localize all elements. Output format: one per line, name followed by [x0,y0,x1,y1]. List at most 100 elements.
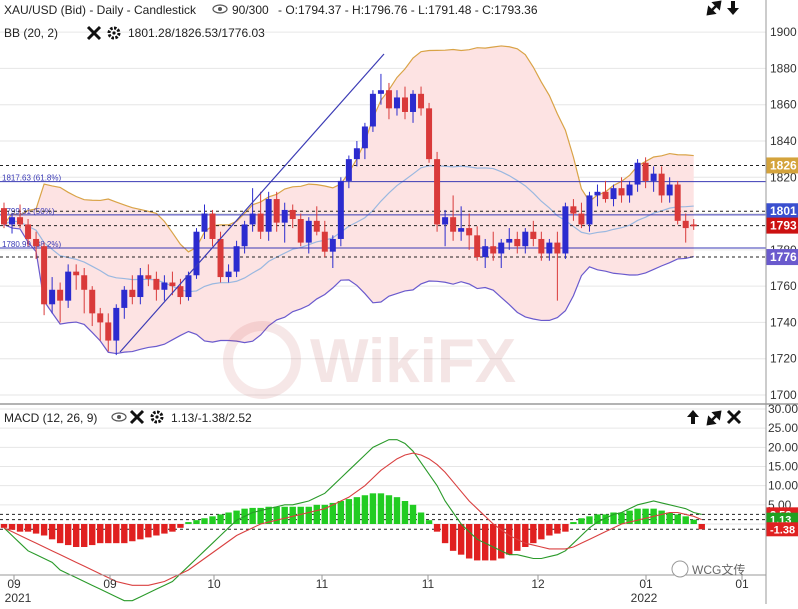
macd-histogram-bar [129,524,136,542]
macd-gear-icon[interactable] [150,410,164,424]
candle-body [530,231,537,239]
macd-tick-label: 30.00 [768,402,798,416]
macd-panel-close-icon[interactable] [726,409,742,425]
macd-label: MACD (12, 26, 9) [4,411,97,425]
candle-body [626,184,633,196]
macd-histogram-bar [249,507,256,524]
price-tag-box [766,217,798,234]
x-tick-label: 01 [639,577,653,591]
candle-body [153,278,160,290]
price-header: XAU/USD (Bid) - Daily - Candlestick 90/3… [4,0,739,41]
close-icon[interactable] [86,25,102,41]
macd-eye-icon[interactable] [111,412,127,422]
macd-histogram-bar [498,524,505,559]
candle-body [522,231,529,247]
candle-body [249,213,256,225]
candle-body [97,313,104,323]
candle-body [426,108,433,160]
candle-body [65,271,72,301]
candle-body [377,90,384,94]
eye-icon[interactable] [212,4,228,14]
macd-histogram-bar [522,524,529,547]
candle-body [193,231,200,276]
macd-histogram-bar [40,524,48,536]
macd-histogram-bar [16,524,24,532]
x-tick-label: 09 [103,577,117,591]
candle-body [25,224,32,239]
macd-histogram-bar [457,524,465,555]
candle-body [345,159,352,181]
macd-histogram-bar [32,524,40,534]
symbol-title: XAU/USD (Bid) - Daily - Candlestick [4,3,197,17]
macd-histogram-bar [602,514,609,524]
macd-histogram-bar [161,524,168,534]
macd-histogram-bar [490,524,497,561]
candle-body [418,93,425,109]
signal-line [3,452,702,586]
ohlc-values: - O:1794.37 - H:1796.76 - L:1791.48 - C:… [278,3,538,17]
macd-histogram-bar [273,506,280,524]
macd-histogram-bar [674,514,681,524]
price-panel[interactable]: 1817.63 (61.8%) 1799.31 (50%) 1780.99 (38.… [0,0,766,404]
candle-body [177,286,184,298]
x-year-label: 2022 [631,591,658,604]
price-tag-label: 1826 [770,158,797,172]
macd-arrow-up-icon[interactable] [687,410,699,424]
candle-body [458,228,465,232]
arrow-down-icon[interactable] [727,1,739,15]
price-tick-label: 1900 [770,25,797,39]
candle-body [57,289,64,301]
price-tick-label: 1860 [770,98,797,112]
macd-histogram-bar [257,507,264,524]
bars-count: 90/300 [232,3,269,17]
candle-body [337,180,344,239]
candle-body [1,208,7,225]
candle-body [466,228,473,236]
macd-histogram-bar [578,518,585,524]
macd-expand-icon[interactable] [706,410,722,426]
price-tag-label: 1776 [770,250,797,264]
candle-body [546,242,553,254]
macd-histogram-bar [81,524,88,547]
candle-body [321,231,328,252]
watermark-text: WikiFX [310,327,516,396]
candle-body [650,173,657,181]
macd-histogram-bar [72,524,80,547]
macd-histogram-bar [321,504,328,524]
macd-histogram-bar [634,508,641,524]
candle-body [666,184,673,196]
macd-histogram-bar [658,510,665,524]
macd-histogram-bar [113,524,120,544]
time-axis[interactable]: 09 09 10 11 11 12 01 01 2021 2022 [5,575,749,605]
expand-icon[interactable] [706,0,722,16]
candle-body [105,322,112,341]
macd-close-icon[interactable] [129,409,145,425]
macd-histogram-bar [506,524,513,555]
macd-histogram-bar [562,524,569,532]
macd-histogram-bar [97,524,104,544]
x-tick-label: 10 [207,577,221,591]
candle-body [169,282,176,287]
macd-panel[interactable] [0,408,766,602]
macd-histogram-bar [385,495,393,524]
macd-histogram-bar [698,524,705,530]
candle-body [113,307,120,341]
macd-tags: 2.521.13-1.38 [766,507,798,537]
trend-line[interactable] [119,53,385,353]
macd-histogram-bar [594,514,601,524]
price-tag-box [766,249,798,266]
wechat-badge: WCG文传 [671,560,745,578]
candle-body [658,173,665,196]
macd-lines [3,439,702,602]
candle-body [393,97,400,109]
fibonacci-levels: 1817.63 (61.8%) 1799.31 (50%) 1780.99 (38.… [0,164,766,258]
macd-histogram-bar [482,524,489,561]
candle-body [233,246,240,272]
macd-histogram-bar [329,502,337,524]
candle-body [610,188,617,200]
gear-icon[interactable] [107,26,121,40]
price-tag-box [766,157,798,174]
price-tick-label: 1840 [770,134,797,148]
candle-body [9,217,16,225]
